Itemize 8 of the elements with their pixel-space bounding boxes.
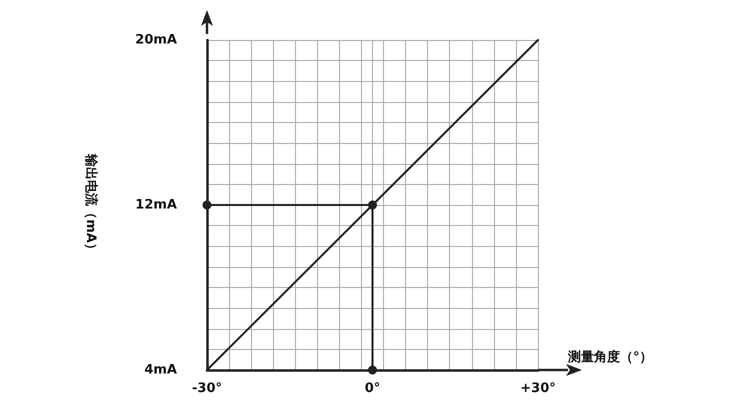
y-tick-label: 4mA: [144, 362, 177, 378]
y-tick-label: 12mA: [135, 198, 177, 212]
x-tick-label: +30°: [520, 381, 556, 396]
x-tick-label: -30°: [192, 381, 222, 396]
x-axis-title: 测量角度（°）: [567, 349, 652, 365]
x-tick-label: 0°: [364, 381, 380, 396]
y-axis-title: 输出电流（mA）: [83, 153, 99, 256]
y-tick-label: 20mA: [135, 32, 177, 48]
